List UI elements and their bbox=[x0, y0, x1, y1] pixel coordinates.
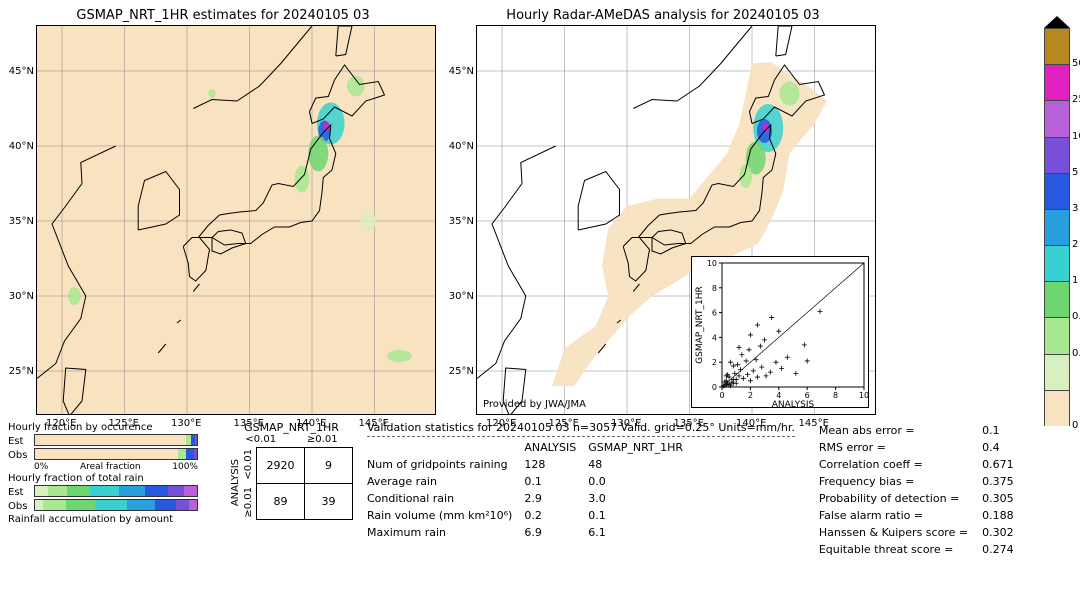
colorbar-label: 3 bbox=[1072, 203, 1078, 214]
lon-tick: 130°E bbox=[611, 418, 641, 429]
colorbar-label: 0.01 bbox=[1072, 348, 1080, 359]
cont-cell-00: 2920 bbox=[257, 447, 305, 483]
provided-by-label: Provided by JWA/JMA bbox=[483, 399, 586, 410]
areal-label: Areal fraction bbox=[80, 462, 141, 472]
svg-text:10: 10 bbox=[859, 391, 869, 400]
divider bbox=[367, 436, 795, 437]
cont-cell-01: 9 bbox=[305, 447, 353, 483]
lat-tick: 35°N bbox=[448, 216, 474, 227]
accum-title: Rainfall accumulation by amount bbox=[8, 514, 198, 525]
fraction-bars: Hourly fraction by occurence Est Obs 0% … bbox=[8, 421, 198, 526]
contingency-table: GSMAP_NRT_1HR <0.01 ≥0.01 ANALYSIS <0.01… bbox=[212, 421, 353, 521]
lon-tick: 145°E bbox=[799, 418, 829, 429]
lon-tick: 130°E bbox=[171, 418, 201, 429]
svg-text:4: 4 bbox=[712, 333, 717, 342]
svg-text:0: 0 bbox=[719, 391, 724, 400]
lon-tick: 145°E bbox=[359, 418, 389, 429]
colorbar-label: 5 bbox=[1072, 167, 1078, 178]
colorbar-label: 2 bbox=[1072, 239, 1078, 250]
lat-tick: 35°N bbox=[8, 216, 34, 227]
cont-cell-11: 39 bbox=[305, 483, 353, 519]
svg-text:GSMAP_NRT_1HR: GSMAP_NRT_1HR bbox=[695, 286, 705, 364]
colorbar-label: 0.5 bbox=[1072, 311, 1080, 322]
left-map bbox=[36, 25, 436, 415]
lon-tick: 120°E bbox=[486, 418, 516, 429]
lon-tick: 125°E bbox=[549, 418, 579, 429]
validation-stats: Mean abs error =0.1RMS error =0.4Correla… bbox=[811, 421, 1022, 559]
lat-tick: 30°N bbox=[448, 291, 474, 302]
lon-tick: 120°E bbox=[46, 418, 76, 429]
right-map-panel: Hourly Radar-AMeDAS analysis for 2024010… bbox=[448, 8, 878, 415]
validation-table: ANALYSISGSMAP_NRT_1HR Num of gridpoints … bbox=[367, 439, 695, 541]
colorbar-label: 10 bbox=[1072, 131, 1080, 142]
lat-tick: 40°N bbox=[8, 141, 34, 152]
row-label-obs: Obs bbox=[8, 450, 30, 461]
svg-text:8: 8 bbox=[833, 391, 838, 400]
obs-occurrence-bar bbox=[34, 448, 198, 460]
lat-tick: 45°N bbox=[8, 66, 34, 77]
cont-cell-10: 89 bbox=[257, 483, 305, 519]
validation-block: Validation statistics for 20240105 03 n=… bbox=[367, 421, 1072, 559]
scatter-inset: 00 2 2 4 4 6 6 8 8 10 10 ANALYSIS GSMAP_NRT_1HR bbox=[691, 256, 869, 408]
svg-text:4: 4 bbox=[776, 391, 781, 400]
lat-tick: 45°N bbox=[448, 66, 474, 77]
lat-tick: 30°N bbox=[8, 291, 34, 302]
svg-text:ANALYSIS: ANALYSIS bbox=[772, 400, 815, 409]
rain-title: Hourly fraction of total rain bbox=[8, 473, 198, 484]
left-map-panel: GSMAP_NRT_1HR estimates for 20240105 03 … bbox=[8, 8, 438, 415]
colorbar-label: 50 bbox=[1072, 58, 1080, 69]
occurrence-title: Hourly fraction by occurence bbox=[8, 422, 198, 433]
colorbar-label: 1 bbox=[1072, 275, 1078, 286]
lat-tick: 25°N bbox=[448, 366, 474, 377]
svg-text:8: 8 bbox=[712, 284, 717, 293]
lat-tick: 25°N bbox=[8, 366, 34, 377]
obs-rain-bar bbox=[34, 499, 198, 511]
right-map-title: Hourly Radar-AMeDAS analysis for 2024010… bbox=[448, 8, 878, 23]
areal-100: 100% bbox=[172, 462, 198, 472]
colorbar-label: 0 bbox=[1072, 420, 1078, 431]
lon-tick: 125°E bbox=[109, 418, 139, 429]
svg-text:10: 10 bbox=[707, 259, 717, 268]
right-map: Provided by JWA/JMA 00 2 2 4 4 6 6 8 8 10 10 ANALYS… bbox=[476, 25, 876, 415]
lon-tick: 140°E bbox=[736, 418, 766, 429]
svg-text:0: 0 bbox=[712, 383, 717, 392]
svg-text:6: 6 bbox=[805, 391, 810, 400]
svg-text:2: 2 bbox=[712, 358, 717, 367]
row-label-est: Est bbox=[8, 436, 30, 447]
left-map-title: GSMAP_NRT_1HR estimates for 20240105 03 bbox=[8, 8, 438, 23]
lon-tick: 135°E bbox=[674, 418, 704, 429]
svg-text:6: 6 bbox=[712, 309, 717, 318]
colorbar-label: 25 bbox=[1072, 94, 1080, 105]
svg-text:2: 2 bbox=[748, 391, 753, 400]
validation-header: Validation statistics for 20240105 03 n=… bbox=[367, 421, 795, 434]
cont-col-header: GSMAP_NRT_1HR bbox=[230, 421, 353, 434]
est-occurrence-bar bbox=[34, 434, 198, 446]
colorbar: 50251053210.50.010 bbox=[1044, 28, 1070, 426]
cont-row-header: ANALYSIS bbox=[230, 459, 241, 506]
lat-tick: 40°N bbox=[448, 141, 474, 152]
areal-0: 0% bbox=[34, 462, 48, 472]
est-rain-bar bbox=[34, 485, 198, 497]
